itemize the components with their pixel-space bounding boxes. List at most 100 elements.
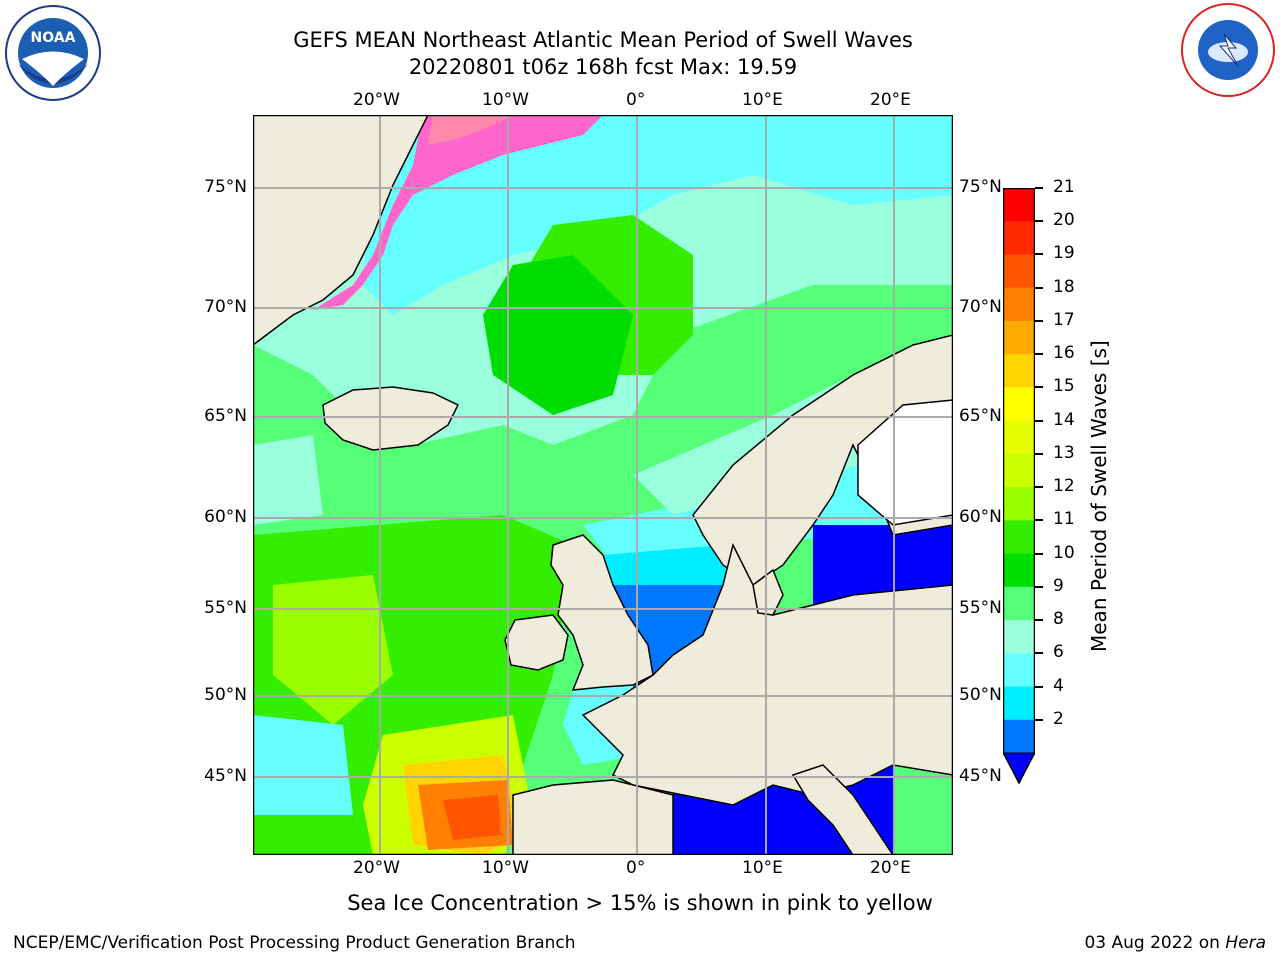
lon-label-bottom-20w: 20°W	[353, 858, 400, 878]
map-panel	[252, 114, 954, 856]
lon-label-bottom-10e: 10°E	[742, 858, 783, 878]
colorbar-extend-arrow	[1002, 752, 1036, 785]
lat-label-right-60n: 60°N	[959, 507, 1002, 527]
colorbar-outline	[1002, 187, 1036, 785]
colorbar-segment	[1003, 387, 1035, 422]
colorbar-tick-mark	[1035, 519, 1043, 522]
colorbar-segment	[1003, 287, 1035, 322]
lat-label-right-50n: 50°N	[959, 685, 1002, 705]
colorbar-tick-label: 20	[1053, 210, 1075, 231]
colorbar-tick-label: 13	[1053, 442, 1075, 463]
colorbar-tick-mark	[1035, 220, 1043, 223]
lat-label-right-70n: 70°N	[959, 297, 1002, 317]
colorbar-tick-label: 17	[1053, 309, 1075, 330]
colorbar-tick-label: 9	[1053, 575, 1064, 596]
lon-label-top-10e: 10°E	[742, 90, 783, 110]
colorbar-segment	[1003, 453, 1035, 488]
colorbar-segment	[1003, 487, 1035, 521]
colorbar-segment	[1003, 420, 1035, 455]
colorbar-segment	[1003, 686, 1035, 721]
colorbar-svg	[1002, 187, 1036, 785]
footer-credit: NCEP/EMC/Verification Post Processing Pr…	[13, 933, 576, 953]
colorbar-tick-label: 4	[1053, 675, 1064, 696]
colorbar-tick-label: 2	[1053, 708, 1064, 729]
italy	[791, 764, 894, 855]
colorbar-tick-mark	[1035, 386, 1043, 389]
lon-label-bottom-10w: 10°W	[482, 858, 529, 878]
colorbar-tick-mark	[1035, 353, 1043, 356]
noaa-logo: NOAA	[4, 4, 102, 102]
colorbar-tick-mark	[1035, 452, 1043, 455]
colorbar-tick-label: 11	[1053, 509, 1075, 530]
colorbar-segment	[1003, 520, 1035, 555]
colorbar-tick-mark	[1035, 486, 1043, 489]
colorbar-tick-mark	[1035, 286, 1043, 289]
footer-date-text: 03 Aug 2022 on	[1084, 933, 1220, 953]
nws-logo	[1180, 2, 1276, 98]
lon-label-bottom-0: 0°	[626, 858, 646, 878]
lon-label-top-0: 0°	[626, 90, 646, 110]
lat-label-right-45n: 45°N	[959, 766, 1002, 786]
colorbar-tick-mark	[1035, 552, 1043, 555]
colorbar-tick-mark	[1035, 253, 1043, 256]
colorbar-tick-label: 6	[1053, 642, 1064, 663]
nws-logo-icon	[1181, 3, 1275, 97]
colorbar-tick-label: 21	[1053, 177, 1075, 197]
colorbar-segment	[1003, 320, 1035, 355]
colorbar-tick-label: 14	[1053, 409, 1075, 430]
map-svg	[252, 114, 954, 856]
colorbar-tick-label: 16	[1053, 343, 1075, 364]
colorbar-segment	[1003, 254, 1035, 289]
colorbar-tick-mark	[1035, 187, 1043, 189]
lat-label-right-55n: 55°N	[959, 598, 1002, 618]
chart-title-line2: 20220801 t06z 168h fcst Max: 19.59	[408, 55, 798, 79]
map-frame	[252, 114, 954, 856]
colorbar-tick-mark	[1035, 619, 1043, 622]
colorbar-tick-mark	[1035, 652, 1043, 655]
footer-machine: Hera	[1225, 933, 1266, 953]
colorbar-tick-label: 18	[1053, 276, 1075, 297]
iberia	[512, 779, 674, 855]
colorbar-tick-label: 19	[1053, 243, 1075, 264]
sea-ice-caption: Sea Ice Concentration > 15% is shown in …	[347, 891, 933, 915]
lat-label-right-65n: 65°N	[959, 406, 1002, 426]
lat-label-left-65n: 65°N	[204, 406, 247, 426]
colorbar-segment	[1003, 653, 1035, 688]
footer-date: 03 Aug 2022 on Hera	[1084, 933, 1266, 953]
noaa-logo-icon: NOAA	[5, 5, 101, 101]
colorbar-tick-label: 15	[1053, 376, 1075, 397]
colorbar	[1002, 187, 1036, 788]
lat-label-left-45n: 45°N	[204, 766, 247, 786]
lat-label-right-75n: 75°N	[959, 177, 1002, 197]
lon-label-top-10w: 10°W	[482, 90, 529, 110]
colorbar-segment	[1003, 620, 1035, 654]
sea-ice	[313, 115, 603, 310]
colorbar-segment	[1003, 188, 1035, 222]
colorbar-segment	[1003, 719, 1035, 754]
colorbar-tick-mark	[1035, 685, 1043, 688]
colorbar-segment	[1003, 354, 1035, 388]
lat-label-left-50n: 50°N	[204, 685, 247, 705]
colorbar-tick-mark	[1035, 718, 1043, 721]
lat-label-left-55n: 55°N	[204, 598, 247, 618]
lon-label-bottom-20e: 20°E	[870, 858, 911, 878]
colorbar-tick-mark	[1035, 585, 1043, 588]
colorbar-segment	[1003, 221, 1035, 255]
greenland	[253, 115, 429, 346]
great-britain	[550, 534, 654, 691]
lon-label-top-20e: 20°E	[870, 90, 911, 110]
colorbar-tick-label: 8	[1053, 609, 1064, 630]
lat-label-left-60n: 60°N	[204, 507, 247, 527]
noaa-logo-text: NOAA	[31, 30, 76, 46]
lat-label-left-70n: 70°N	[204, 297, 247, 317]
colorbar-tick-label: 10	[1053, 542, 1075, 563]
ireland	[504, 614, 569, 671]
colorbar-label: Mean Period of Swell Waves [s]	[1087, 340, 1111, 652]
colorbar-segment	[1003, 553, 1035, 588]
colorbar-tick-label: 12	[1053, 476, 1075, 497]
lon-label-top-20w: 20°W	[353, 90, 400, 110]
colorbar-tick-mark	[1035, 419, 1043, 422]
chart-title-line1: GEFS MEAN Northeast Atlantic Mean Period…	[293, 28, 913, 52]
colorbar-tick-mark	[1035, 319, 1043, 322]
colorbar-segment	[1003, 586, 1035, 621]
